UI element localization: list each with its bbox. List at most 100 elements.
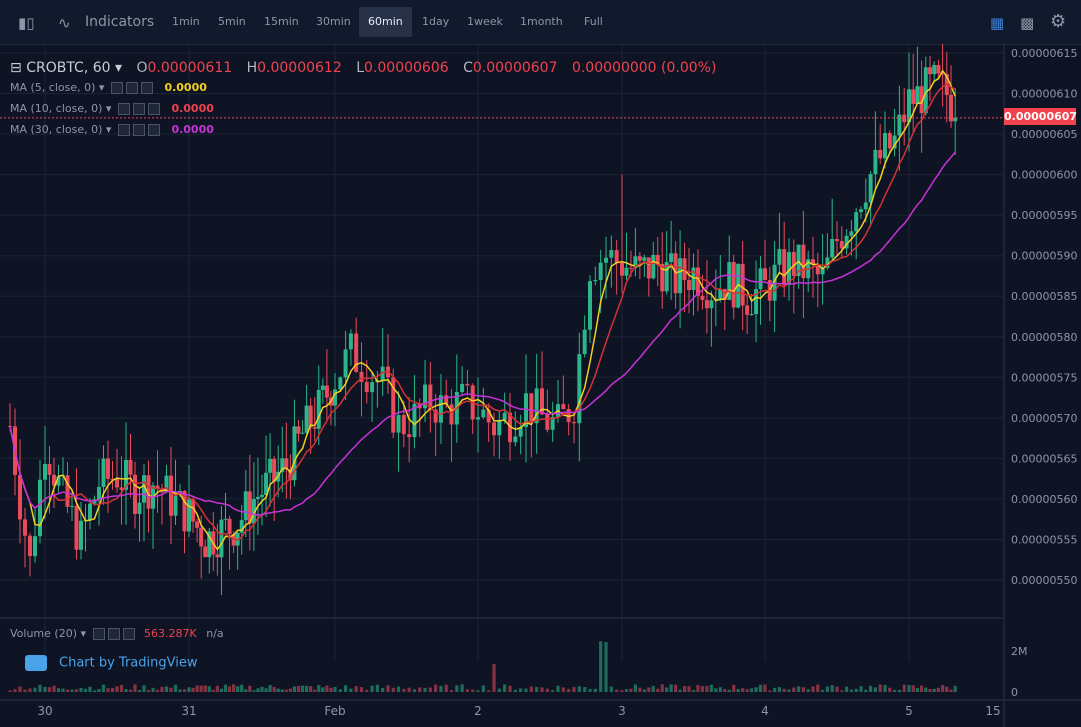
candle-body xyxy=(18,474,22,520)
candle-body xyxy=(754,289,759,315)
timeframe-1week[interactable]: 1week xyxy=(467,15,503,28)
ma10-label: MA (10, close, 0) xyxy=(10,102,103,115)
candle-body xyxy=(391,377,396,433)
candle-body xyxy=(119,487,124,490)
timeframe-1min[interactable]: 1min xyxy=(172,15,200,28)
ma10-line xyxy=(9,83,956,541)
collapse-icon[interactable]: ⊟ xyxy=(10,60,22,76)
volume-bar xyxy=(101,684,106,692)
ma10-legend[interactable]: MA (10, close, 0) ▾ 0.0000 xyxy=(10,102,214,115)
symbol-label[interactable]: CROBTC, 60 xyxy=(26,60,111,76)
candle-body xyxy=(348,333,353,350)
volume-bar xyxy=(8,690,12,692)
tradingview-branding[interactable]: Chart by TradingView xyxy=(25,655,197,671)
x-tick-label: 15 xyxy=(985,704,1000,718)
candle-body xyxy=(433,409,438,423)
price-chart[interactable]: 0.00000615 0.00000610 0.00000605 0.00000600… xyxy=(0,44,1081,727)
candle-style-icon[interactable]: ▮▯ xyxy=(18,14,35,32)
volume-bar xyxy=(292,686,297,692)
volume-remove-icon[interactable] xyxy=(122,628,135,640)
candle-body xyxy=(604,257,608,263)
ma30-settings-icon[interactable] xyxy=(132,124,145,136)
volume-bar xyxy=(497,688,501,692)
candle-body xyxy=(687,280,692,290)
change-value: 0.00000000 (0.00%) xyxy=(571,60,717,76)
ma5-settings-icon[interactable] xyxy=(125,82,138,94)
candle-body xyxy=(239,520,244,533)
candle-body xyxy=(928,67,932,75)
candle-body xyxy=(28,535,32,557)
candle-body xyxy=(878,149,883,159)
ma5-label: MA (5, close, 0) xyxy=(10,81,96,94)
volume-bar xyxy=(70,689,74,692)
volume-bar xyxy=(407,687,411,692)
volume-bar xyxy=(878,684,882,692)
indicators-icon[interactable]: ∿ xyxy=(58,14,71,32)
volume-settings-icon[interactable] xyxy=(107,628,120,640)
candle-body xyxy=(598,262,603,280)
candle-body xyxy=(401,415,406,435)
candle-body xyxy=(572,422,576,424)
volume-bar xyxy=(215,685,219,692)
volume-bar xyxy=(52,685,56,692)
volume-bar xyxy=(873,687,877,692)
candle-body xyxy=(718,289,723,299)
volume-legend[interactable]: Volume (20) ▾ 563.287K n/a xyxy=(10,627,224,640)
candle-body xyxy=(801,244,806,279)
volume-bar xyxy=(329,687,333,692)
volume-bar xyxy=(288,688,292,692)
candle-body xyxy=(863,202,868,210)
indicators-button[interactable]: Indicators xyxy=(85,14,155,30)
volume-bar xyxy=(936,687,940,692)
volume-bar xyxy=(669,684,673,692)
y-tick-label: 0.00000550 xyxy=(1011,574,1077,587)
timeframe-Full[interactable]: Full xyxy=(584,15,603,28)
candle-body xyxy=(722,289,727,300)
volume-bar xyxy=(907,684,911,692)
candle-body xyxy=(609,250,614,258)
volume-bar xyxy=(758,684,763,692)
timeframe-60min[interactable]: 60min xyxy=(359,7,412,37)
volume-bar xyxy=(540,687,544,692)
candle-body xyxy=(354,333,359,372)
volume-bar xyxy=(481,685,485,692)
ma5-visibility-icon[interactable] xyxy=(110,82,123,94)
timeframe-1month[interactable]: 1month xyxy=(520,15,563,28)
timeframe-5min[interactable]: 5min xyxy=(218,15,246,28)
ma5-legend[interactable]: MA (5, close, 0) ▾ 0.0000 xyxy=(10,81,207,94)
y-tick-label: 0.00000570 xyxy=(1011,412,1077,425)
candle-body xyxy=(320,385,325,390)
settings-gear-icon[interactable]: ⚙ xyxy=(1050,11,1067,32)
candle-body xyxy=(740,263,745,306)
ma30-visibility-icon[interactable] xyxy=(117,124,130,136)
volume-bar xyxy=(211,689,215,692)
ma5-remove-icon[interactable] xyxy=(140,82,153,94)
snapshot-icon[interactable]: ▩ xyxy=(1020,14,1035,32)
volume-bar xyxy=(723,689,727,692)
ma30-legend[interactable]: MA (30, close, 0) ▾ 0.0000 xyxy=(10,123,214,136)
ma30-remove-icon[interactable] xyxy=(147,124,160,136)
timeframe-1day[interactable]: 1day xyxy=(422,15,450,28)
timeframe-30min[interactable]: 30min xyxy=(316,15,351,28)
volume-visibility-icon[interactable] xyxy=(92,628,105,640)
volume-bar xyxy=(296,686,301,692)
candle-body xyxy=(820,267,825,275)
candle-body xyxy=(146,475,151,509)
volume-bar xyxy=(736,689,740,692)
symbol-dropdown-icon[interactable]: ▾ xyxy=(115,60,123,76)
volume-bar xyxy=(375,684,379,692)
volume-bar xyxy=(43,686,47,692)
volume-bar xyxy=(519,688,523,692)
ma10-settings-icon[interactable] xyxy=(132,103,145,115)
chart-type-icon[interactable]: ▦ xyxy=(990,14,1005,32)
ma10-visibility-icon[interactable] xyxy=(117,103,130,115)
ma10-remove-icon[interactable] xyxy=(147,103,160,115)
ma10-value: 0.0000 xyxy=(171,102,214,115)
candle-body xyxy=(296,426,301,434)
candle-body xyxy=(633,256,638,269)
timeframe-15min[interactable]: 15min xyxy=(264,15,299,28)
candle-body xyxy=(155,485,160,489)
volume-bar xyxy=(763,684,767,692)
volume-bar xyxy=(191,687,195,692)
volume-bar xyxy=(545,688,549,692)
